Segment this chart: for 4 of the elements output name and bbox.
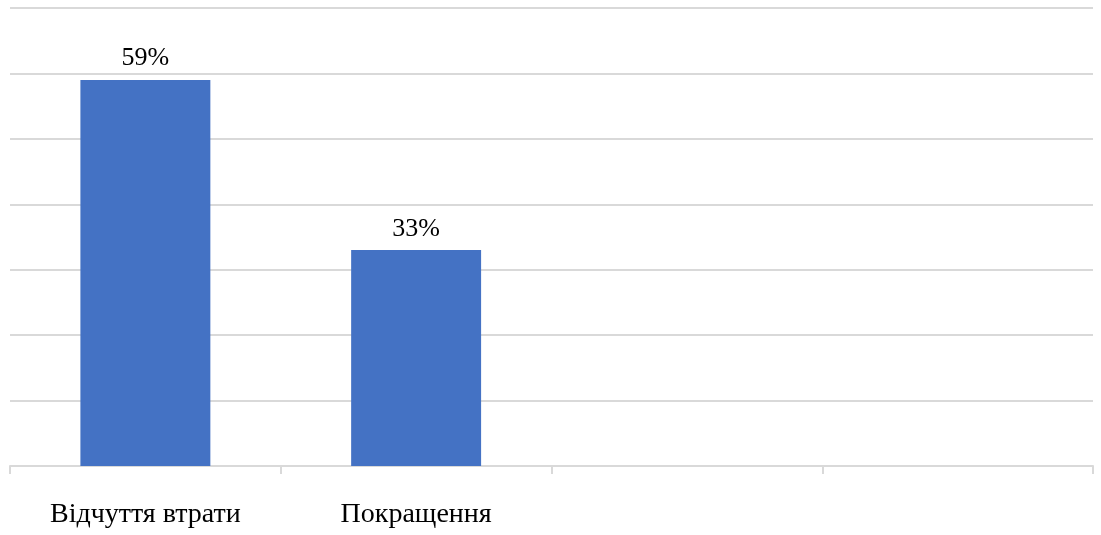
x-tick-label: Відчуття втрати	[49, 496, 241, 528]
data-label: 33%	[392, 212, 440, 242]
data-label: 59%	[121, 42, 170, 72]
x-tick-label: Покращення	[340, 496, 492, 528]
